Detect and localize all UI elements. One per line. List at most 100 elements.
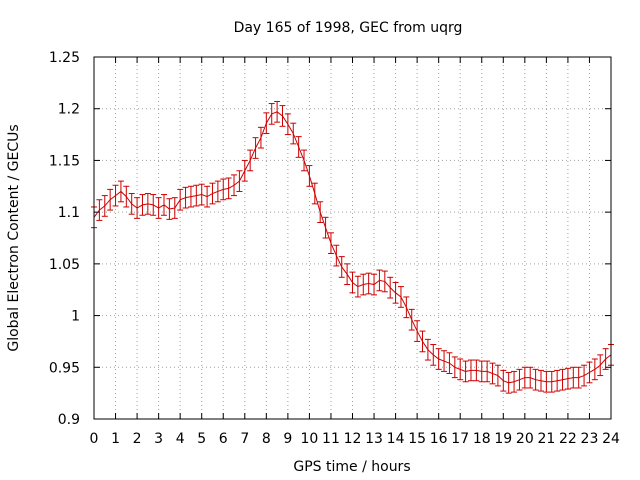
error-bar: [107, 188, 114, 211]
error-bar: [284, 113, 291, 136]
error-bar: [268, 103, 275, 125]
error-bar: [532, 368, 539, 391]
x-tick-label: 13: [365, 431, 383, 447]
error-bar: [451, 356, 458, 379]
error-bar: [139, 194, 146, 216]
error-bar: [543, 370, 550, 393]
error-bar: [365, 272, 372, 295]
error-bar: [575, 366, 582, 389]
error-bar: [241, 159, 248, 182]
error-bar: [171, 197, 178, 219]
x-tick-label: 5: [197, 431, 206, 447]
error-bar: [500, 369, 507, 392]
y-tick-label: 1.05: [49, 257, 80, 273]
error-bar: [602, 348, 609, 370]
x-tick-label: 19: [494, 431, 512, 447]
error-bar: [419, 330, 426, 353]
error-bar: [327, 232, 334, 255]
error-bar: [489, 362, 496, 385]
x-tick-label: 8: [262, 431, 271, 447]
error-bar: [150, 194, 157, 216]
error-bar: [155, 197, 162, 219]
error-bar: [570, 366, 577, 389]
error-bar: [204, 185, 211, 208]
x-tick-label: 14: [387, 431, 405, 447]
error-bar: [236, 170, 243, 192]
error-bar: [554, 369, 561, 392]
x-tick-label: 1: [111, 431, 120, 447]
error-bar: [484, 360, 491, 383]
error-bar: [381, 270, 388, 293]
y-tick-label: 1.25: [49, 50, 80, 66]
error-bar: [301, 149, 308, 172]
grid: [94, 57, 611, 419]
error-bar: [134, 197, 141, 219]
error-bar: [494, 364, 501, 387]
error-bar: [408, 308, 415, 331]
x-tick-label: 6: [219, 431, 228, 447]
error-bar: [117, 180, 124, 203]
error-bar: [295, 136, 302, 158]
error-bar: [198, 183, 205, 206]
error-bar: [591, 358, 598, 381]
error-bar: [462, 360, 469, 383]
error-bar: [527, 366, 534, 389]
error-bar: [548, 370, 555, 393]
error-bar: [161, 194, 168, 216]
x-tick-label: 18: [473, 431, 491, 447]
x-tick-label: 17: [451, 431, 469, 447]
x-tick-label: 21: [537, 431, 555, 447]
x-tick-label: 3: [154, 431, 163, 447]
error-bar: [231, 174, 238, 197]
error-bar: [344, 263, 351, 286]
error-bar: [144, 193, 151, 215]
gec-line: [93, 111, 612, 384]
x-tick-label: 22: [559, 431, 577, 447]
error-bar: [505, 371, 512, 394]
x-axis-label: GPS time / hours: [293, 459, 410, 475]
x-tick-label: 20: [516, 431, 534, 447]
x-tick-label: 15: [408, 431, 426, 447]
x-tick-label: 7: [240, 431, 249, 447]
error-bar: [371, 273, 378, 296]
error-bar: [511, 370, 518, 393]
error-bar: [537, 369, 544, 392]
error-bar: [322, 216, 329, 239]
error-bar: [403, 296, 410, 319]
error-bar: [392, 281, 399, 304]
y-tick-label: 1: [71, 309, 80, 325]
y-axis-label: Global Electron Content / GECUs: [6, 124, 22, 351]
error-bar: [263, 112, 270, 135]
error-bar: [435, 348, 442, 370]
x-tick-label: 0: [90, 431, 99, 447]
y-tick-label: 1.1: [58, 205, 80, 221]
error-bar: [521, 366, 528, 389]
error-bar: [478, 360, 485, 383]
error-bar: [559, 368, 566, 391]
error-bar: [306, 165, 313, 187]
error-bar: [586, 361, 593, 384]
error-bar: [397, 286, 404, 308]
y-tick-label: 1.2: [58, 102, 80, 118]
error-bar: [220, 178, 227, 201]
tick-labels: 0 1 2 3 4 5 6 7 8 9 10 11 12 13 14 15 16 17 18 19 20 21 22 23 24…: [49, 50, 620, 447]
plot-frame: [93, 56, 612, 420]
error-bar: [177, 188, 184, 211]
error-bar: [338, 256, 345, 278]
error-bar: [349, 271, 356, 294]
error-bar: [123, 185, 130, 208]
error-bar: [274, 100, 281, 123]
error-bar: [166, 198, 173, 220]
error-bar: [581, 364, 588, 387]
error-bar: [225, 177, 232, 200]
error-bar: [597, 354, 604, 377]
error-bar: [424, 338, 431, 361]
error-bar: [247, 149, 254, 172]
y-tick-label: 0.9: [58, 412, 80, 428]
error-bar: [128, 193, 135, 215]
error-bar: [257, 126, 264, 149]
error-bar: [414, 320, 421, 342]
error-bar: [446, 352, 453, 374]
axis-ticks: [93, 56, 612, 420]
error-bar: [279, 105, 286, 127]
